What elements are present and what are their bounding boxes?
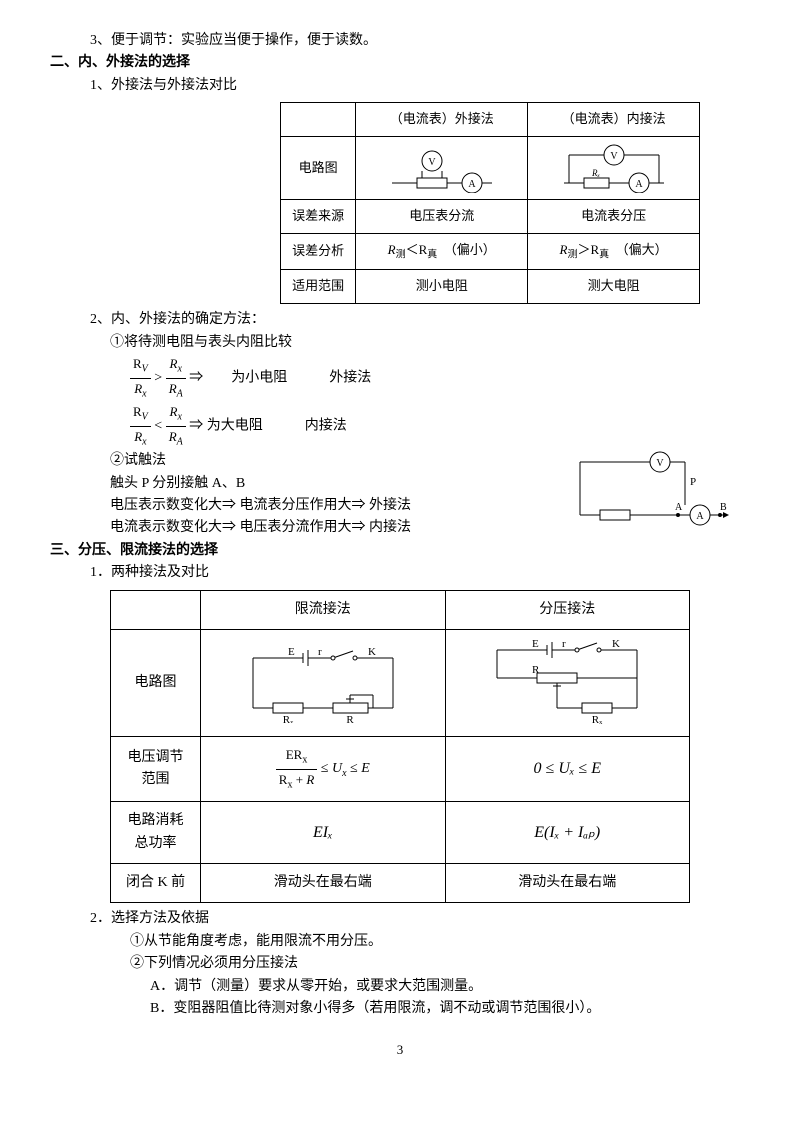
svg-text:Rₓ: Rₓ bbox=[591, 168, 600, 178]
svg-text:V: V bbox=[610, 151, 618, 162]
table1-r1-c2: 电流表分压 bbox=[528, 199, 700, 233]
table1-circuit-ext: V A bbox=[356, 136, 528, 199]
table1-r1-label: 误差来源 bbox=[281, 199, 356, 233]
table1-r3-label: 适用范围 bbox=[281, 270, 356, 304]
svg-text:A: A bbox=[468, 179, 476, 190]
table1-r3-c1: 测小电阻 bbox=[356, 270, 528, 304]
svg-text:K: K bbox=[612, 638, 620, 650]
item-2-1: 1、外接法与外接法对比 bbox=[90, 75, 270, 97]
svg-text:B: B bbox=[720, 502, 727, 513]
table1-h2: （电流表）内接法 bbox=[528, 103, 700, 137]
table2-circuit-limit: E r K Rₓ R bbox=[201, 630, 445, 737]
circuit-limit-icon: E r K Rₓ R bbox=[233, 643, 413, 723]
item-3-2-2: ②下列情况必须用分压接法 bbox=[130, 953, 750, 975]
table2-r3-c2: 滑动头在最右端 bbox=[445, 864, 689, 903]
table1-circuit-int: Rₓ A V bbox=[528, 136, 700, 199]
item-3-2-2A: A．调节（测量）要求从零开始，或要求大范围测量。 bbox=[150, 976, 750, 998]
table2-r2-label: 电路消耗 总功率 bbox=[111, 802, 201, 864]
svg-text:Rₓ: Rₓ bbox=[283, 714, 294, 723]
table1-r2-label: 误差分析 bbox=[281, 233, 356, 270]
table-internal-external: （电流表）外接法 （电流表）内接法 电路图 V A Rₓ A bbox=[280, 102, 700, 304]
table1-r1-c1: 电压表分流 bbox=[356, 199, 528, 233]
svg-text:Rₓ: Rₓ bbox=[592, 714, 603, 726]
circuit-divide-icon: E r K R Rₓ bbox=[477, 638, 657, 728]
svg-text:E: E bbox=[288, 646, 295, 658]
svg-text:r: r bbox=[318, 646, 322, 658]
table2-r1-c1: ERxRx + R ≤ Ux ≤ E bbox=[201, 737, 445, 802]
table2-circuit-divide: E r K R Rₓ bbox=[445, 630, 689, 737]
heading-section-2: 二、内、外接法的选择 bbox=[50, 52, 750, 74]
svg-text:K: K bbox=[368, 646, 376, 658]
svg-text:R: R bbox=[346, 714, 354, 723]
svg-text:A: A bbox=[675, 502, 683, 513]
formula-line-2: RVRx < RxRA ⇒ 为大电阻 内接法 bbox=[130, 402, 750, 450]
svg-text:A: A bbox=[696, 511, 704, 522]
formula-line-1: RVRx > RxRA ⇒ 为小电阻 外接法 bbox=[130, 354, 750, 402]
table1-r0-label: 电路图 bbox=[281, 136, 356, 199]
circuit-internal-icon: Rₓ A V bbox=[554, 143, 674, 193]
trial-touch-icon: V P A A B bbox=[570, 450, 730, 530]
svg-text:A: A bbox=[635, 179, 643, 190]
svg-text:V: V bbox=[428, 157, 436, 168]
table2-r1-c2: 0 ≤ Uₓ ≤ E bbox=[445, 737, 689, 802]
item-2-2-1: ①将待测电阻与表头内阻比较 bbox=[110, 332, 750, 354]
item-3-2-1: ①从节能角度考虑，能用限流不用分压。 bbox=[130, 931, 750, 953]
table1-h1: （电流表）外接法 bbox=[356, 103, 528, 137]
table2-r2-c2: E(Iₓ + Iₐₚ) bbox=[445, 802, 689, 864]
page-number: 3 bbox=[50, 1040, 750, 1061]
formula-2-text: ⇒ 为大电阻 内接法 bbox=[189, 418, 347, 433]
table2-h2: 分压接法 bbox=[445, 590, 689, 629]
svg-text:P: P bbox=[690, 476, 696, 488]
svg-text:E: E bbox=[532, 638, 539, 650]
table2-r0-label: 电路图 bbox=[111, 630, 201, 737]
svg-text:V: V bbox=[656, 458, 664, 469]
table1-r2-c1: R测＜R真 （偏小） bbox=[356, 233, 528, 270]
heading-section-3: 三、分压、限流接法的选择 bbox=[50, 540, 750, 562]
table1-h0 bbox=[281, 103, 356, 137]
item-3-1: 1．两种接法及对比 bbox=[90, 562, 750, 584]
table1-r3-c2: 测大电阻 bbox=[528, 270, 700, 304]
item-3-convenient: 3、便于调节：实验应当便于操作，便于读数。 bbox=[90, 30, 750, 52]
table2-r3-label: 闭合 K 前 bbox=[111, 864, 201, 903]
formula-1-text: ⇒ 为小电阻 外接法 bbox=[189, 370, 371, 385]
item-3-2-2B: B．变阻器阻值比待测对象小得多（若用限流，调不动或调节范围很小）。 bbox=[150, 998, 750, 1020]
table-limit-divide: 限流接法 分压接法 电路图 E r K Rₓ bbox=[110, 590, 690, 904]
item-3-2: 2．选择方法及依据 bbox=[90, 908, 750, 930]
svg-text:r: r bbox=[562, 638, 566, 650]
trial-touch-diagram: V P A A B bbox=[570, 450, 730, 538]
table2-r1-label: 电压调节 范围 bbox=[111, 737, 201, 802]
table2-r2-c1: EIₓ bbox=[201, 802, 445, 864]
table2-h1: 限流接法 bbox=[201, 590, 445, 629]
table1-r2-c2: R测＞R真 （偏大） bbox=[528, 233, 700, 270]
table2-r3-c1: 滑动头在最右端 bbox=[201, 864, 445, 903]
svg-text:R: R bbox=[532, 664, 540, 676]
table2-h0 bbox=[111, 590, 201, 629]
circuit-external-icon: V A bbox=[382, 143, 502, 193]
item-2-2: 2、内、外接法的确定方法： bbox=[90, 309, 750, 331]
